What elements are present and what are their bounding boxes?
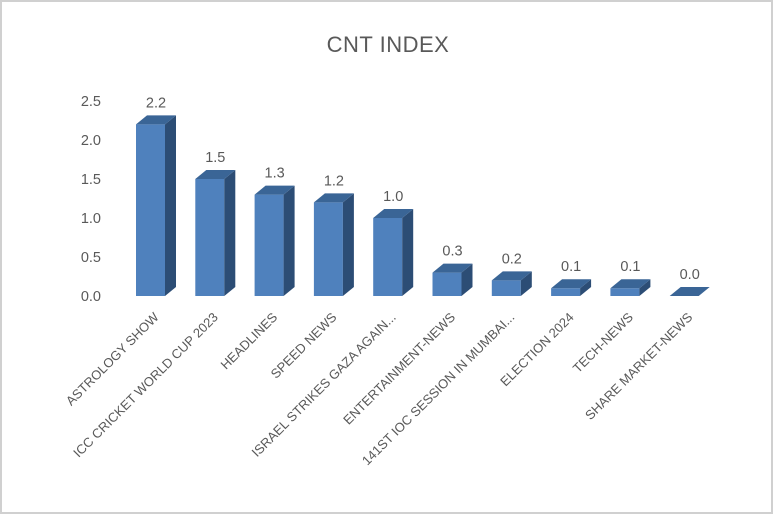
bar-3d bbox=[491, 271, 532, 296]
bar-side-face bbox=[165, 115, 176, 297]
y-axis-tick-label: 0.5 bbox=[81, 250, 101, 266]
bar-3d bbox=[373, 209, 414, 296]
chart-title: CNT INDEX bbox=[327, 32, 450, 57]
y-axis-tick-label: 0.0 bbox=[81, 289, 101, 305]
bar-top-face bbox=[491, 271, 532, 281]
bar-3d bbox=[551, 279, 592, 296]
bar-top-face bbox=[432, 263, 473, 273]
bar-side-face bbox=[342, 193, 354, 296]
data-labels: 2.2 1.5 1.3 1.2 1.0 0.3 0.2 0.1 0.1 0.0 bbox=[146, 95, 700, 283]
bar-front-face bbox=[313, 202, 343, 296]
bar-top-face bbox=[373, 209, 414, 218]
bar-value-label: 2.2 bbox=[146, 95, 166, 111]
bar-3d bbox=[136, 115, 176, 297]
bar-side-face bbox=[580, 279, 592, 296]
bar-top-face bbox=[313, 193, 354, 203]
bar-front-face bbox=[432, 272, 462, 296]
bar-value-label: 0.2 bbox=[502, 251, 522, 267]
y-axis-tick-label: 1.0 bbox=[81, 211, 101, 227]
bar-front-face bbox=[136, 124, 165, 297]
bar-value-label: 0.3 bbox=[442, 244, 462, 260]
bar-front-face bbox=[610, 288, 640, 296]
bar-series bbox=[136, 115, 710, 297]
y-axis: 0.0 0.5 1.0 1.5 2.0 2.5 bbox=[81, 94, 101, 305]
category-label: TECH-NEWS bbox=[570, 309, 637, 376]
bar-3d bbox=[313, 193, 354, 296]
bar-side-face bbox=[402, 209, 414, 296]
bar-3d bbox=[432, 263, 473, 296]
bar-front-face bbox=[254, 194, 284, 296]
category-label: SHARE MARKET-NEWS bbox=[582, 309, 695, 422]
y-axis-tick-label: 1.5 bbox=[81, 172, 101, 188]
bar-front-face bbox=[195, 179, 225, 296]
y-axis-tick-label: 2.0 bbox=[81, 133, 101, 149]
bar-top-face bbox=[669, 287, 710, 296]
bar-value-label: 1.2 bbox=[324, 173, 344, 189]
bar-side-face bbox=[461, 263, 473, 296]
bar-front-face bbox=[491, 280, 521, 296]
y-axis-tick-label: 2.5 bbox=[81, 94, 101, 110]
bar-3d bbox=[195, 170, 236, 296]
bar-3d bbox=[669, 287, 710, 296]
bar-front-face bbox=[551, 288, 581, 296]
bar-side-face bbox=[224, 170, 236, 296]
bar-value-label: 1.3 bbox=[265, 166, 285, 182]
bar-value-label: 0.1 bbox=[561, 259, 581, 275]
bar-value-label: 1.0 bbox=[383, 189, 403, 205]
bar-3d bbox=[254, 185, 295, 296]
bar-top-face bbox=[195, 170, 236, 179]
bar-side-face bbox=[283, 185, 295, 296]
bar-front-face bbox=[373, 218, 403, 296]
bar-side-face bbox=[520, 271, 532, 296]
bar-top-face bbox=[610, 279, 651, 289]
bar-3d bbox=[610, 279, 651, 296]
bar-top-face bbox=[551, 279, 592, 289]
bar-top-face bbox=[136, 115, 176, 125]
bar-value-label: 0.0 bbox=[680, 267, 700, 283]
bar-side-face bbox=[639, 279, 651, 296]
bar-top-face bbox=[254, 185, 295, 195]
category-label: ENTERTAINMENT-NEWS bbox=[340, 309, 458, 427]
category-label: HEADLINES bbox=[217, 309, 280, 372]
bar-value-label: 0.1 bbox=[620, 259, 640, 275]
bar-value-label: 1.5 bbox=[205, 150, 225, 166]
